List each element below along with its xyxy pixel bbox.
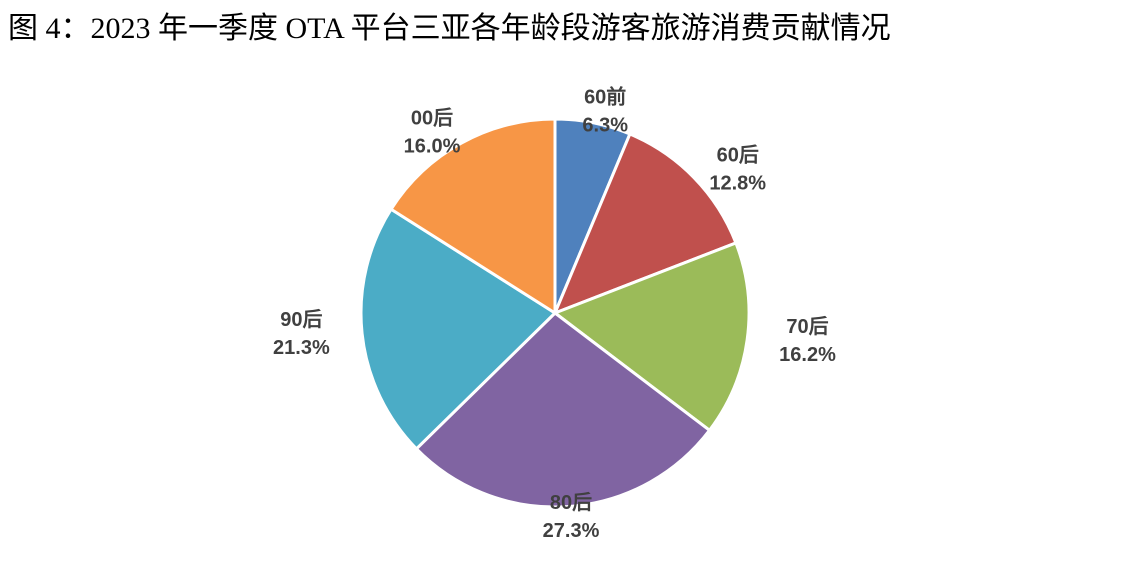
slice-category-label: 00后 [411, 107, 453, 130]
slice-value-label: 21.3% [273, 337, 330, 359]
slice-value-label: 6.3% [582, 114, 628, 136]
slice-value-label: 16.0% [404, 136, 461, 158]
pie-slice [359, 207, 558, 451]
pie-slice [414, 311, 712, 509]
slice-category-label: 60后 [717, 143, 759, 166]
pie-slice [552, 132, 738, 316]
slice-category-label: 70后 [786, 315, 828, 338]
pie-slice [389, 117, 557, 316]
slice-category-label: 90后 [280, 308, 322, 331]
chart-title: 图 4：2023 年一季度 OTA 平台三亚各年龄段游客旅游消费贡献情况 [8, 12, 891, 45]
slice-category-label: 80后 [550, 491, 592, 514]
slice-value-label: 27.3% [543, 520, 600, 542]
pie-slice [551, 240, 751, 433]
slice-value-label: 16.2% [779, 344, 836, 366]
slice-category-label: 60前 [584, 84, 626, 108]
slice-value-label: 12.8% [709, 172, 766, 194]
